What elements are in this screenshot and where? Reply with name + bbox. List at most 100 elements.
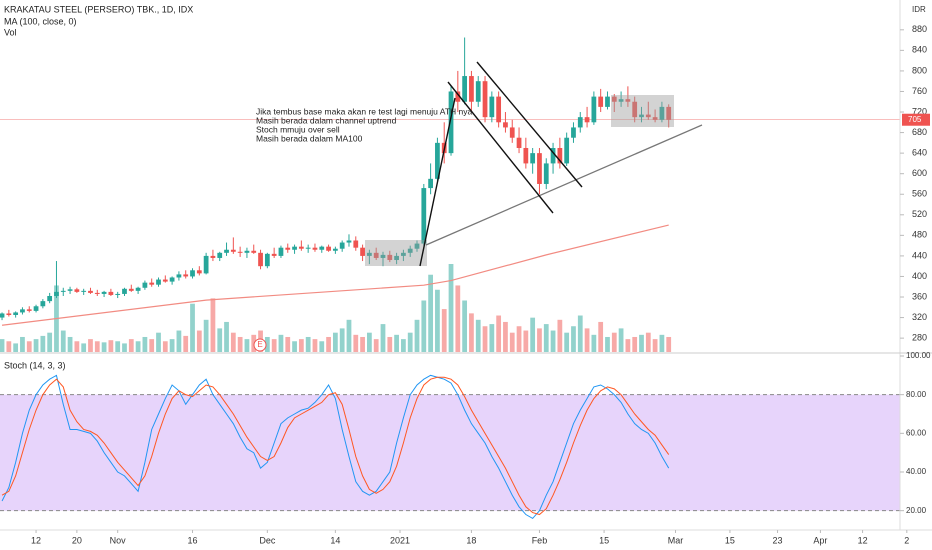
volume-bar	[47, 332, 53, 352]
candle-body	[94, 292, 100, 294]
volume-bar	[285, 336, 291, 352]
stoch-tick-label: 80.00	[906, 390, 927, 399]
candle-body	[6, 313, 12, 316]
candle-body	[639, 114, 644, 118]
candle-body	[557, 147, 563, 164]
volume-bar	[346, 319, 352, 352]
volume-bar	[305, 336, 311, 352]
earnings-icon[interactable]	[253, 338, 267, 352]
candle-body	[237, 251, 243, 253]
y-tick-label: 560	[912, 189, 927, 199]
volume-bar	[537, 328, 542, 352]
x-tick-label: 20	[72, 535, 82, 545]
volume-bar	[326, 336, 331, 352]
volume-bar	[482, 326, 488, 352]
ma-line	[1, 224, 669, 326]
x-tick-label: 12	[858, 535, 868, 545]
y-tick-label: 600	[912, 168, 927, 178]
candle-body	[666, 106, 672, 120]
currency-label: IDR	[912, 5, 926, 14]
candle-body	[88, 290, 93, 293]
stoch-band	[0, 394, 900, 511]
volume-bar	[312, 339, 318, 352]
candle-body	[305, 247, 311, 249]
volume-bar	[149, 339, 155, 352]
earnings-marker[interactable]: E	[257, 340, 262, 349]
volume-bar	[169, 339, 175, 352]
candle-body	[81, 290, 87, 292]
volume-bar	[543, 324, 549, 352]
candle-body	[20, 309, 25, 313]
candle-body	[496, 96, 502, 123]
candle-body	[176, 274, 182, 278]
volume-bar	[230, 332, 236, 352]
y-tick-label: 800	[912, 65, 927, 75]
volume-bar	[530, 317, 536, 352]
stoch-k-line	[1, 374, 670, 520]
y-tick-label: 440	[912, 250, 927, 260]
candle-body	[271, 253, 277, 256]
candle-body	[387, 254, 393, 261]
volume-bar	[67, 336, 73, 352]
volume-bar	[162, 341, 168, 352]
candle-body	[421, 188, 427, 244]
candle-body	[135, 287, 141, 291]
candle-body	[584, 117, 590, 123]
candle-body	[74, 289, 80, 292]
candle-body	[47, 295, 53, 302]
volume-bar	[475, 319, 481, 352]
volume-bar	[122, 343, 127, 352]
x-tick-label: 23	[773, 535, 783, 545]
volume-bar	[278, 334, 284, 352]
candle-body	[380, 254, 386, 258]
volume-bar	[441, 309, 447, 352]
volume-bar	[94, 341, 100, 352]
stoch-label: Stoch (14, 3, 3)	[4, 360, 66, 370]
candle-body	[455, 91, 461, 102]
volume-bar	[339, 328, 345, 352]
candle-body	[475, 81, 481, 102]
candle-body	[367, 252, 372, 256]
volume-bar	[13, 343, 19, 352]
annotation: Jika tembus base maka akan re test lagi …	[256, 106, 472, 116]
volume-bar	[591, 334, 597, 352]
candle-body	[353, 240, 359, 248]
x-tick-label: Feb	[532, 535, 548, 545]
candle-body	[645, 114, 651, 118]
volume-bar	[108, 340, 114, 352]
candle-body	[67, 289, 73, 291]
y-tick-label: 640	[912, 148, 927, 158]
candle-body	[0, 313, 5, 318]
volume-bar	[217, 328, 223, 352]
volume-bar	[557, 319, 563, 352]
volume-bar	[639, 334, 644, 352]
candle-body	[339, 242, 345, 249]
candle-body	[516, 137, 522, 148]
volume-bar	[516, 326, 522, 352]
candle-body	[448, 91, 454, 154]
candle-body	[652, 117, 658, 120]
candle-body	[632, 101, 638, 118]
candle-body	[414, 243, 420, 249]
candle-body	[169, 277, 175, 282]
volume-bar	[550, 330, 556, 352]
volume-bar	[319, 341, 325, 352]
volume-bar	[380, 324, 386, 352]
volume-bar	[503, 321, 508, 352]
volume-bar	[88, 339, 93, 352]
plot	[0, 37, 900, 520]
volume-bar	[353, 334, 359, 352]
candle-body	[462, 76, 468, 102]
volume-bar	[387, 336, 393, 352]
candle-body	[190, 270, 195, 277]
x-tick-label: 18	[466, 535, 476, 545]
volume-bar	[435, 289, 440, 352]
ma-label: MA (100, close, 0)	[4, 16, 77, 26]
volume-bar	[264, 336, 270, 352]
stoch-tick-label: 20.00	[906, 506, 927, 515]
y-tick-label: 360	[912, 291, 927, 301]
candle-body	[326, 246, 331, 251]
volume-bar	[332, 332, 338, 352]
candle-body	[469, 76, 474, 102]
